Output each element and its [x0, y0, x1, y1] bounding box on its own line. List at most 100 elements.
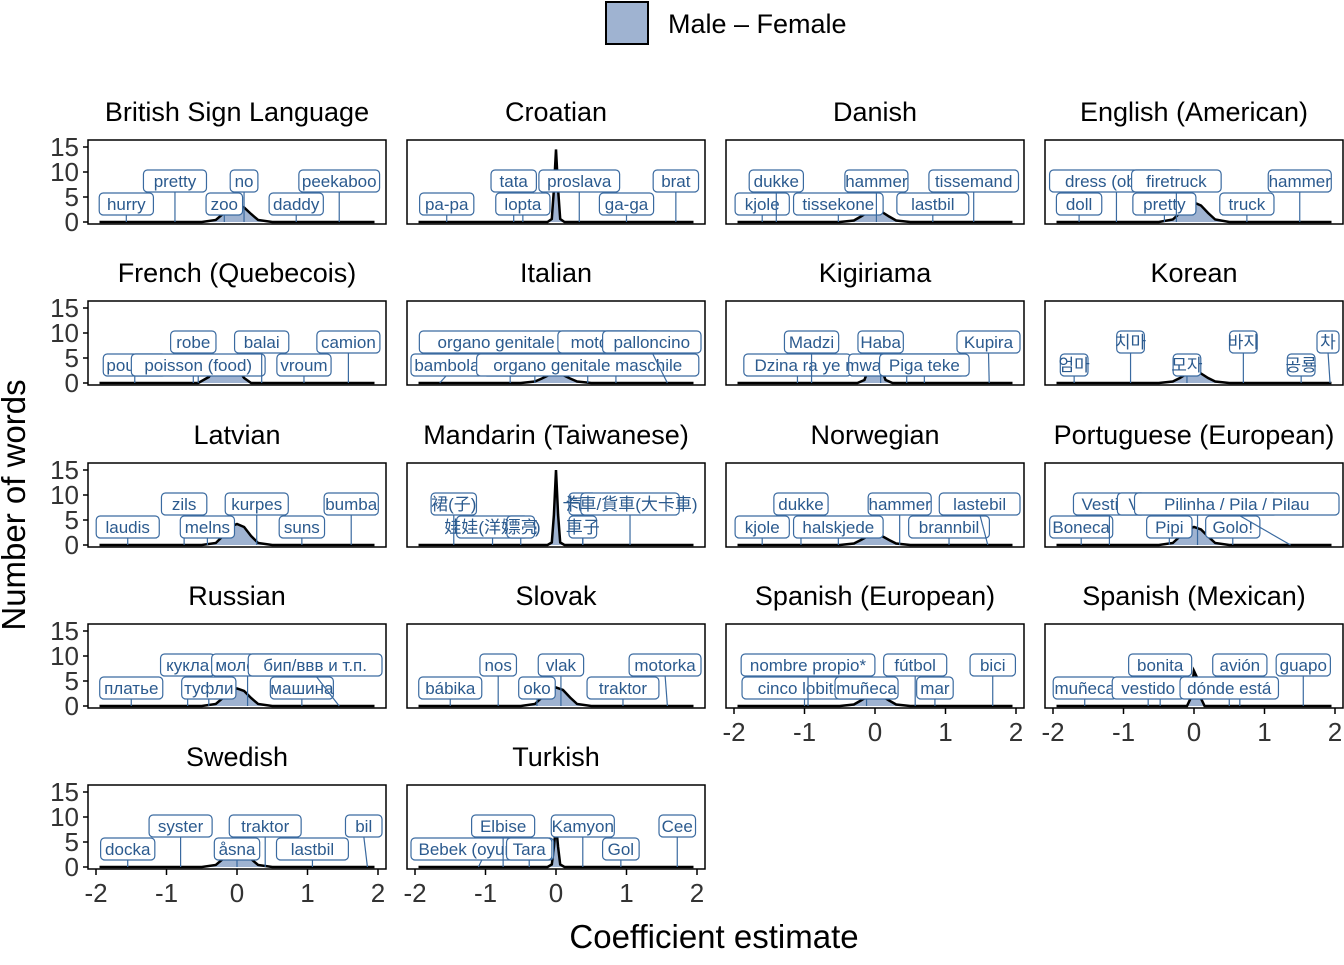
legend-key-male-female: [605, 1, 649, 45]
word-label: 공룡: [1286, 356, 1317, 375]
word-label: hurry: [107, 195, 146, 214]
word-box: [1132, 192, 1197, 216]
word-box: [1055, 192, 1103, 216]
word-label: motorka: [634, 656, 696, 675]
panel-norwegian: Norwegian kjole dukke halskjede hammer brannb…: [725, 420, 1025, 548]
x-tick-label: -2: [403, 878, 426, 908]
word-box: [1286, 353, 1316, 377]
word-label: 卡車/貨車(大卡車): [563, 495, 698, 514]
word-label: бип/ввв и т.п.: [263, 656, 367, 675]
word-label: lastbil: [911, 195, 954, 214]
word-label: ga-ga: [605, 195, 649, 214]
word-box: [506, 515, 536, 539]
word-box: [748, 169, 805, 193]
density-area: [737, 534, 1013, 545]
density-line: [418, 686, 694, 708]
word-box: [740, 653, 876, 677]
word-label: 치마: [1115, 333, 1147, 352]
word-label: hammer: [868, 495, 931, 514]
density-area: [418, 824, 694, 867]
word-box: [537, 653, 585, 677]
word-label: lastebil: [953, 495, 1006, 514]
word-label: Tara: [513, 840, 547, 859]
word-label: tissekone: [802, 195, 874, 214]
density-area: [418, 470, 694, 545]
y-tick-label: 0: [65, 530, 79, 560]
word-leader: [1236, 513, 1291, 546]
word-box: [479, 653, 518, 677]
word-label: dukke: [778, 495, 823, 514]
panel-title: Russian: [188, 581, 286, 611]
panel-title: English (American): [1080, 97, 1308, 127]
x-tick-label: 0: [868, 717, 882, 747]
x-tick-label: 0: [549, 878, 563, 908]
y-tick-label: 10: [50, 480, 79, 510]
word-label: 車子: [566, 518, 600, 537]
density-area: [418, 373, 694, 383]
word-box: [275, 837, 349, 861]
word-box: [276, 353, 332, 377]
word-label: zoo: [211, 195, 238, 214]
word-box: [269, 676, 334, 700]
word-box: [1267, 169, 1332, 193]
word-label: peekaboo: [302, 172, 377, 191]
word-box: [1212, 653, 1268, 677]
word-box: [844, 169, 909, 193]
density-area: [1056, 371, 1332, 383]
word-label: laudis: [106, 518, 150, 537]
y-tick-label: 15: [50, 132, 79, 162]
word-label: vlak: [546, 656, 577, 675]
density-line: [1056, 525, 1332, 547]
word-label: bil: [355, 817, 372, 836]
word-label: tata: [500, 172, 529, 191]
y-tick-label: 10: [50, 318, 79, 348]
word-box: [908, 515, 990, 539]
word-box: [170, 330, 217, 354]
y-tick-label: 5: [65, 182, 79, 212]
word-label: bonita: [1137, 656, 1184, 675]
panel-title: Slovak: [515, 581, 597, 611]
word-box: [586, 676, 660, 700]
panel-title: Kigiriama: [819, 258, 933, 288]
y-tick-label: 15: [50, 616, 79, 646]
x-tick-label: 2: [371, 878, 385, 908]
word-box: [628, 653, 702, 677]
word-label: camion: [321, 333, 376, 352]
legend-label: Male – Female: [668, 9, 847, 39]
word-box: [580, 492, 680, 516]
word-box: [1228, 330, 1258, 354]
word-box: [98, 192, 155, 216]
word-label: bici: [980, 656, 1006, 675]
panel-title: Turkish: [512, 742, 600, 772]
word-label: tissemand: [935, 172, 1012, 191]
panel-title: Swedish: [186, 742, 288, 772]
word-label: кукла: [166, 656, 210, 675]
word-label: dónde está: [1187, 679, 1272, 698]
word-box: [268, 192, 324, 216]
word-label: 바지: [1228, 333, 1259, 352]
x-tick-label: 2: [1328, 717, 1342, 747]
panel-title: Danish: [833, 97, 917, 127]
word-box: [550, 814, 615, 838]
x-tick-label: -2: [722, 717, 745, 747]
word-box: [867, 492, 932, 516]
word-box: [418, 676, 483, 700]
word-box: [229, 169, 259, 193]
y-tick-label: 0: [65, 852, 79, 882]
word-box: [344, 814, 383, 838]
word-label: nos: [484, 656, 511, 675]
panel-french-quebecois: French (Quebecois)poupéerobepoisson (foo…: [50, 258, 387, 398]
word-label: pa-pa: [425, 195, 469, 214]
word-box: [99, 676, 164, 700]
y-tick-label: 5: [65, 827, 79, 857]
word-label: 엄마: [1059, 356, 1091, 375]
word-box: [142, 169, 208, 193]
word-label: muñeca: [836, 679, 897, 698]
word-box: [938, 492, 1021, 516]
word-box: [1059, 353, 1089, 377]
word-label: vroum: [280, 356, 327, 375]
word-box: [233, 330, 290, 354]
word-box: [1172, 353, 1202, 377]
